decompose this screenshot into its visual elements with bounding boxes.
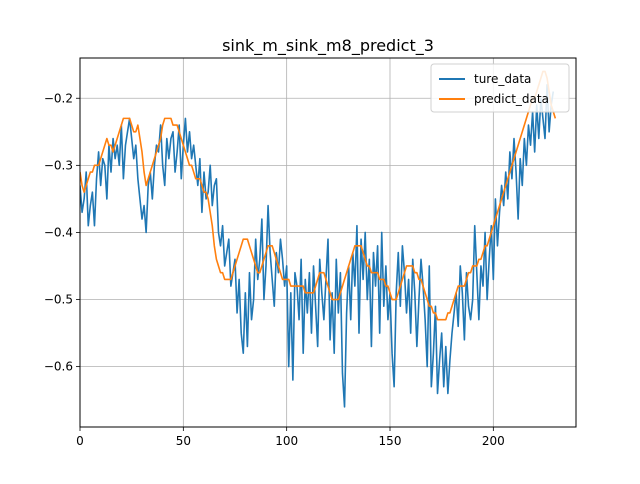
y-tick-label: −0.3 bbox=[44, 158, 73, 172]
y-tick-label: −0.2 bbox=[44, 91, 73, 105]
legend: ture_data predict_data bbox=[430, 63, 570, 113]
series-layer bbox=[80, 70, 557, 408]
y-tick-label: −0.5 bbox=[44, 293, 73, 307]
x-tick-label: 0 bbox=[76, 434, 84, 448]
plot-frame bbox=[79, 57, 577, 428]
legend-label: ture_data bbox=[474, 72, 531, 86]
x-tick-label: 150 bbox=[379, 434, 402, 448]
y-tick-label: −0.4 bbox=[44, 225, 73, 239]
y-tick-label: −0.6 bbox=[44, 360, 73, 374]
legend-label: predict_data bbox=[474, 92, 549, 106]
legend-box bbox=[430, 63, 570, 113]
x-tick-label: 200 bbox=[482, 434, 505, 448]
series-line-ture-data bbox=[80, 84, 555, 408]
x-tick-label: 100 bbox=[275, 434, 298, 448]
series-line-predict-data bbox=[80, 70, 557, 321]
chart-title: sink_m_sink_m8_predict_3 bbox=[222, 36, 434, 56]
tick-layer: 0 50 100 150 200 −0.6 −0.5 −0.4 −0.3 −0.2 bbox=[44, 91, 505, 448]
x-tick-label: 50 bbox=[176, 434, 191, 448]
